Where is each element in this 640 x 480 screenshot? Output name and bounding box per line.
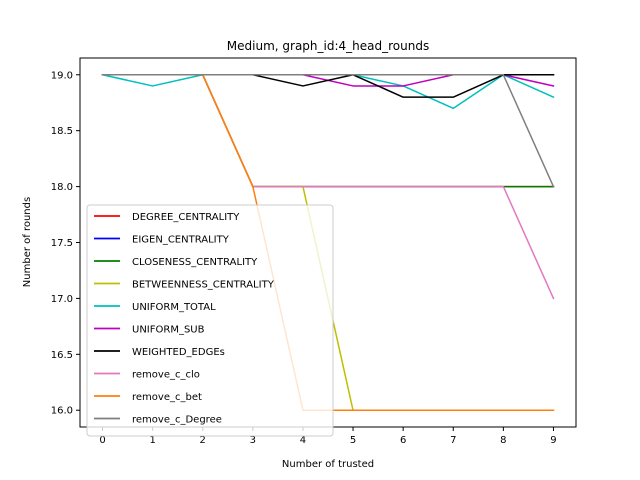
y-tick-label: 18.0 — [51, 182, 73, 193]
x-tick-label: 5 — [350, 435, 356, 446]
legend-label: BETWEENNESS_CENTRALITY — [132, 280, 275, 291]
legend-label: WEIGHTED_EDGEs — [132, 347, 225, 358]
x-tick-label: 1 — [149, 435, 155, 446]
legend-label: CLOSENESS_CENTRALITY — [132, 257, 258, 268]
y-tick-label: 19.0 — [51, 70, 73, 81]
series-line-remove-c-degree — [101, 74, 555, 188]
legend: DEGREE_CENTRALITY EIGEN_CENTRALITY CLOSENE… — [86, 204, 334, 437]
legend-label: EIGEN_CENTRALITY — [132, 235, 230, 246]
x-tick-label: 8 — [500, 435, 506, 446]
legend-label: DEGREE_CENTRALITY — [132, 212, 240, 223]
x-axis-label: Number of trusted — [282, 459, 374, 470]
legend-label: UNIFORM_SUB — [132, 325, 205, 336]
legend-label: remove_c_clo — [132, 370, 200, 381]
legend-box — [86, 204, 334, 437]
legend-label: remove_c_bet — [132, 392, 202, 403]
legend-label: remove_c_Degree — [132, 415, 222, 426]
series-layer — [101, 73, 555, 411]
x-tick-label: 3 — [250, 435, 256, 446]
chart-title: Medium, graph_id:4_head_rounds — [227, 39, 429, 53]
x-tick-label: 2 — [200, 435, 206, 446]
x-tick-label: 7 — [450, 435, 456, 446]
legend-label: UNIFORM_TOTAL — [132, 302, 216, 313]
y-tick-label: 17.0 — [51, 294, 73, 305]
x-tick-label: 9 — [550, 435, 556, 446]
x-tick-label: 4 — [300, 435, 306, 446]
y-tick-label: 16.0 — [51, 406, 73, 417]
y-axis-label: Number of rounds — [22, 197, 33, 287]
y-tick-label: 17.5 — [51, 238, 73, 249]
x-tick-label: 6 — [400, 435, 406, 446]
y-tick-label: 16.5 — [51, 350, 73, 361]
x-tick-label: 0 — [99, 435, 105, 446]
y-tick-label: 18.5 — [51, 126, 73, 137]
